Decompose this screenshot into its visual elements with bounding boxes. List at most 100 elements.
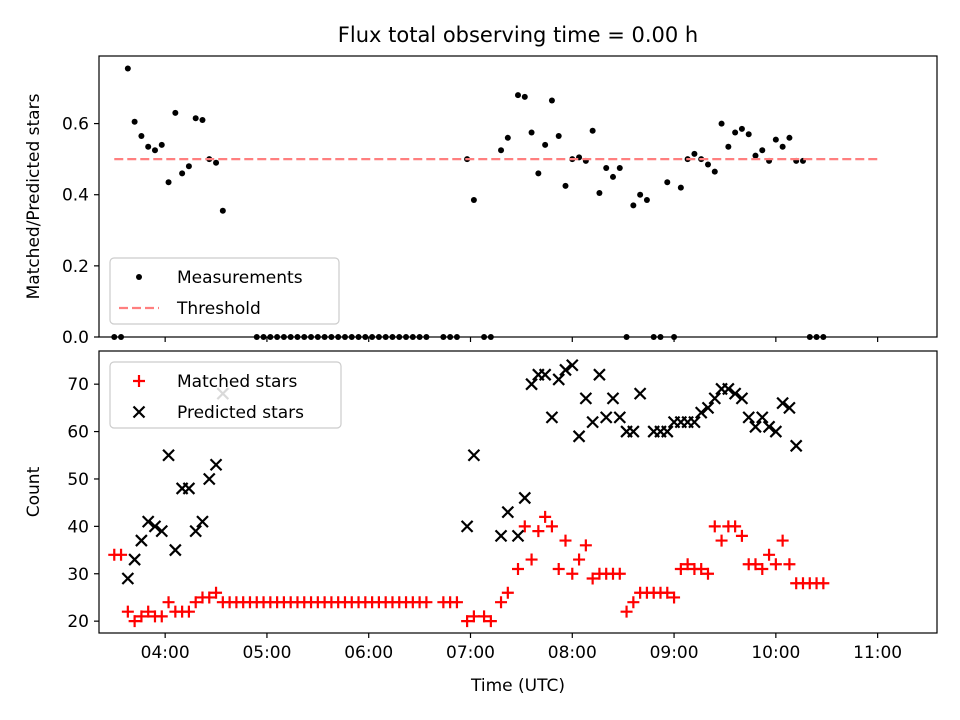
- data-point: [515, 92, 521, 99]
- legend: Matched stars Predicted stars: [109, 361, 342, 429]
- data-point: [162, 596, 175, 609]
- data-point: [701, 567, 714, 580]
- data-point: [735, 529, 748, 542]
- data-point: [539, 510, 552, 523]
- data-point: [772, 136, 779, 143]
- data-point: [616, 165, 623, 172]
- data-point: [728, 387, 742, 400]
- data-point: [501, 586, 514, 599]
- data-point: [525, 553, 538, 566]
- data-point: [512, 563, 524, 576]
- legend-label: Measurements: [177, 268, 303, 288]
- y-tick-label: 30: [67, 565, 89, 585]
- data-point: [786, 134, 793, 141]
- data-point: [145, 143, 152, 150]
- data-point: [478, 610, 491, 623]
- data-point: [115, 548, 128, 561]
- data-point: [131, 118, 138, 125]
- y-tick-label: 0.0: [62, 328, 89, 348]
- data-point: [776, 534, 789, 547]
- data-point: [589, 127, 596, 134]
- data-point: [189, 524, 202, 538]
- data-point: [637, 191, 644, 198]
- data-point: [219, 207, 226, 214]
- data-point: [776, 396, 789, 410]
- data-point: [210, 586, 223, 599]
- data-point: [420, 596, 433, 609]
- data-point: [681, 558, 694, 571]
- data-point: [121, 572, 135, 585]
- data-point: [718, 120, 725, 127]
- data-point: [661, 425, 674, 438]
- data-point: [603, 165, 610, 172]
- data-point: [586, 572, 599, 585]
- data-point: [691, 150, 698, 157]
- data-point: [538, 368, 552, 381]
- data-point: [749, 558, 762, 571]
- data-point: [525, 377, 538, 391]
- data-point: [498, 147, 505, 154]
- data-point: [711, 168, 718, 175]
- axes-frame: [98, 55, 938, 338]
- data-point: [535, 170, 542, 177]
- data-point: [192, 115, 199, 122]
- data-point: [495, 596, 508, 609]
- data-point: [552, 563, 565, 576]
- data-point: [155, 524, 169, 538]
- legend-swatch: [136, 274, 142, 280]
- data-point: [182, 605, 195, 618]
- data-point: [573, 553, 586, 566]
- data-point: [141, 515, 155, 528]
- data-point: [606, 392, 620, 405]
- data-point: [169, 543, 182, 557]
- x-tick-label: 07:00: [446, 643, 495, 663]
- data-point: [763, 548, 776, 561]
- legend-swatch: [132, 405, 146, 419]
- series-matched-stars: [108, 510, 830, 628]
- data-point: [769, 558, 782, 571]
- data-point: [643, 197, 650, 204]
- axes-frame: [98, 350, 938, 634]
- data-point: [203, 591, 216, 604]
- data-point: [759, 147, 766, 154]
- data-point: [613, 567, 626, 580]
- data-point: [661, 586, 674, 599]
- data-point: [695, 563, 708, 576]
- x-tick-label: 04:00: [141, 643, 190, 663]
- data-point: [579, 392, 593, 405]
- series-measurements: [111, 65, 827, 340]
- data-point: [701, 401, 715, 415]
- x-axis-label: Time (UTC): [470, 676, 565, 696]
- data-point: [664, 179, 671, 186]
- data-point: [738, 125, 745, 132]
- data-point: [532, 525, 545, 538]
- data-point: [504, 134, 511, 141]
- data-point: [735, 392, 749, 405]
- data-point: [470, 197, 477, 204]
- data-point: [732, 129, 739, 136]
- ratio-panel: 0.0 0.2 0.4 0.6 Matched/Predicted stars Measu…: [24, 55, 938, 348]
- data-point: [789, 439, 803, 453]
- x-tick-label: 10:00: [751, 643, 800, 663]
- data-point: [559, 363, 572, 377]
- data-point: [545, 411, 559, 424]
- data-point: [511, 529, 525, 543]
- data-point: [755, 411, 769, 424]
- data-point: [596, 189, 603, 196]
- legend: Measurements Threshold: [109, 257, 340, 325]
- count-panel: 04:00 05:00 06:00 07:00 08:00 09:00 10:00 11:00…: [24, 350, 938, 696]
- legend-box: [109, 257, 340, 325]
- data-point: [151, 147, 158, 154]
- x-tick-label: 06:00: [344, 643, 393, 663]
- legend-box: [109, 361, 342, 429]
- data-point: [545, 520, 558, 533]
- data-point: [609, 173, 616, 180]
- data-point: [627, 425, 640, 438]
- data-point: [779, 143, 786, 150]
- data-point: [579, 539, 592, 552]
- x-tick-label: 09:00: [650, 643, 699, 663]
- data-point: [729, 520, 742, 533]
- data-point: [209, 458, 223, 472]
- legend-label: Matched stars: [177, 372, 297, 392]
- data-point: [199, 117, 206, 124]
